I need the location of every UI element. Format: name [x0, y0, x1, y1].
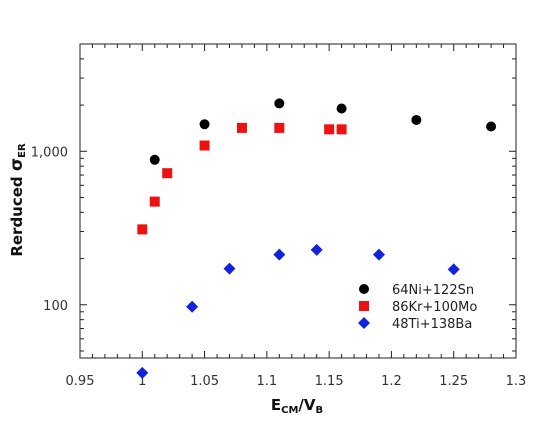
- series-3-point-3: [223, 262, 236, 275]
- x-tick-label: 1.3: [506, 374, 527, 389]
- legend-label-1: 64Ni+122Sn: [392, 283, 474, 298]
- legend-label-2: 86Kr+100Mo: [392, 300, 477, 315]
- x-axis-title: ECM/VB: [271, 396, 323, 416]
- x-tick-label: 1.25: [439, 374, 468, 389]
- legend-marker-3: [358, 317, 370, 329]
- series-3-point-1: [136, 366, 149, 379]
- x-axis-title-sep: /V: [298, 396, 315, 414]
- y-axis-title-main: Rerduced: [8, 171, 26, 257]
- x-tick-label: 0.95: [66, 374, 95, 389]
- legend-label-3: 48Ti+138Ba: [392, 317, 472, 332]
- legend-marker-1: [359, 284, 369, 294]
- x-tick-label: 1.2: [381, 374, 402, 389]
- series-3-point-7: [447, 263, 460, 276]
- series-2-point-2: [149, 196, 160, 207]
- plot-frame: [79, 43, 517, 359]
- x-tick-label: 1.05: [190, 374, 219, 389]
- series-2-point-6: [274, 122, 285, 133]
- x-axis-ticks: [79, 44, 517, 358]
- y-tick-label: 100: [43, 299, 68, 314]
- series-3-point-6: [372, 248, 385, 261]
- y-tick-label: 1,000: [31, 145, 68, 160]
- legend-marker-2: [359, 301, 369, 311]
- y-axis-title-sigma: σ: [7, 158, 27, 171]
- series-2-point-8: [336, 124, 347, 135]
- x-axis-title-sub1: CM: [281, 405, 298, 416]
- y-axis-ticks: [80, 43, 516, 352]
- x-tick-label: 1.15: [315, 374, 344, 389]
- series-2-point-4: [199, 140, 210, 151]
- series-2-point-5: [236, 122, 247, 133]
- y-axis-title: Rerduced σER: [7, 143, 28, 257]
- series-1-point-4: [336, 103, 347, 114]
- series-3-point-4: [273, 248, 286, 261]
- x-tick-label: 1.1: [257, 374, 278, 389]
- series-1-point-6: [486, 121, 497, 132]
- series-1-point-5: [411, 114, 422, 125]
- series-1-point-2: [199, 119, 210, 130]
- x-axis-title-sub2: B: [316, 405, 324, 416]
- series-2-point-1: [137, 224, 148, 235]
- series-3-point-5: [310, 243, 323, 256]
- series-2-point-7: [324, 124, 335, 135]
- y-axis-title-sub: ER: [17, 143, 28, 158]
- plot-border: [79, 43, 517, 359]
- series-3-point-2: [186, 300, 199, 313]
- x-tick-label: 1: [138, 374, 146, 389]
- series-1-point-3: [274, 98, 285, 109]
- series-2-point-3: [162, 168, 173, 179]
- legend: 64Ni+122Sn 86Kr+100Mo 48Ti+138Ba: [358, 283, 477, 332]
- series-1-point-1: [149, 154, 160, 165]
- data-markers: [136, 98, 497, 379]
- x-axis-title-main: E: [271, 396, 281, 414]
- x-axis-tick-labels: 0.95 1 1.05 1.1 1.15 1.2 1.25 1.3: [66, 374, 527, 389]
- y-axis-tick-labels: 100 1,000: [31, 145, 68, 313]
